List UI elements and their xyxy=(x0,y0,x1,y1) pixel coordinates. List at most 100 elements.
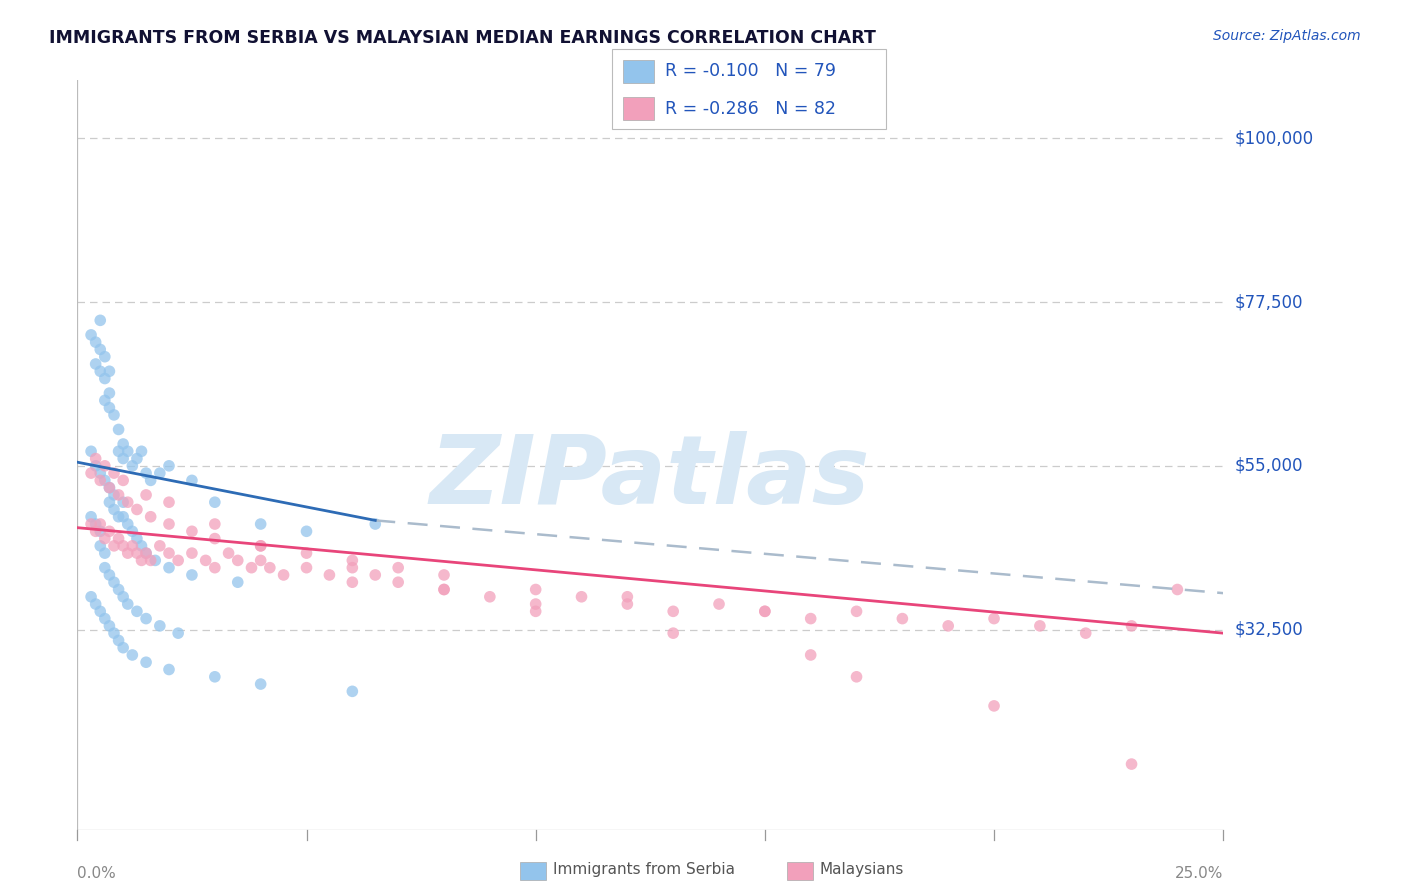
Point xyxy=(139,509,162,524)
Point xyxy=(240,560,263,574)
Point xyxy=(98,568,121,582)
Point xyxy=(157,560,180,574)
Point xyxy=(433,582,456,597)
Point xyxy=(121,539,143,553)
Text: Source: ZipAtlas.com: Source: ZipAtlas.com xyxy=(1213,29,1361,43)
Point xyxy=(662,604,685,618)
Point xyxy=(1166,582,1188,597)
Point xyxy=(1121,619,1143,633)
Point xyxy=(112,539,135,553)
Point xyxy=(94,560,117,574)
Point xyxy=(135,655,157,669)
Point xyxy=(157,546,180,560)
Point xyxy=(94,371,117,385)
Point xyxy=(89,343,111,357)
Point xyxy=(94,474,117,488)
Point xyxy=(121,524,143,539)
Point xyxy=(845,604,868,618)
Point xyxy=(94,546,117,560)
Point xyxy=(121,648,143,662)
Point xyxy=(125,604,148,618)
Text: 25.0%: 25.0% xyxy=(1175,866,1223,881)
Text: IMMIGRANTS FROM SERBIA VS MALAYSIAN MEDIAN EARNINGS CORRELATION CHART: IMMIGRANTS FROM SERBIA VS MALAYSIAN MEDI… xyxy=(49,29,876,46)
Point xyxy=(89,539,111,553)
Point xyxy=(295,524,318,539)
Point xyxy=(121,458,143,473)
Point xyxy=(754,604,776,618)
Point xyxy=(107,488,129,502)
Point xyxy=(89,516,111,531)
Point xyxy=(387,575,409,590)
Point xyxy=(157,458,180,473)
Point xyxy=(84,597,107,611)
Point xyxy=(218,546,240,560)
Point xyxy=(117,444,139,458)
Point xyxy=(295,546,318,560)
Point xyxy=(364,516,387,531)
Point xyxy=(194,553,217,567)
Point xyxy=(157,516,180,531)
Point xyxy=(131,539,153,553)
Point xyxy=(112,437,135,451)
Point xyxy=(98,495,121,509)
Point xyxy=(103,466,125,480)
Point xyxy=(318,568,340,582)
Point xyxy=(149,466,172,480)
Point xyxy=(80,590,103,604)
Point xyxy=(98,364,121,378)
Point xyxy=(135,546,157,560)
Point xyxy=(107,444,129,458)
Point xyxy=(342,684,364,698)
Point xyxy=(131,553,153,567)
Point xyxy=(204,560,226,574)
Text: Malaysians: Malaysians xyxy=(820,863,904,877)
Point xyxy=(80,466,103,480)
Point xyxy=(89,604,111,618)
Point xyxy=(135,466,157,480)
Point xyxy=(84,516,107,531)
Point xyxy=(249,516,271,531)
Point xyxy=(98,481,121,495)
Point xyxy=(387,560,409,574)
Point xyxy=(259,560,281,574)
Point xyxy=(89,364,111,378)
Point xyxy=(1121,757,1143,772)
Point xyxy=(295,560,318,574)
Text: Immigrants from Serbia: Immigrants from Serbia xyxy=(553,863,734,877)
Point xyxy=(342,553,364,567)
Point xyxy=(364,568,387,582)
Point xyxy=(112,451,135,466)
Point xyxy=(112,640,135,655)
Point xyxy=(112,509,135,524)
Text: $55,000: $55,000 xyxy=(1234,457,1303,475)
Point xyxy=(131,444,153,458)
Point xyxy=(204,516,226,531)
Text: 0.0%: 0.0% xyxy=(77,866,117,881)
Point xyxy=(249,539,271,553)
Point xyxy=(125,546,148,560)
Point xyxy=(800,611,823,625)
Point xyxy=(616,597,638,611)
Point xyxy=(143,553,166,567)
Point xyxy=(112,590,135,604)
Point xyxy=(983,698,1005,713)
Point xyxy=(98,524,121,539)
Point xyxy=(84,451,107,466)
Point xyxy=(107,509,129,524)
Point xyxy=(98,401,121,415)
Point xyxy=(662,626,685,640)
Point xyxy=(89,466,111,480)
Point xyxy=(149,619,172,633)
Point xyxy=(84,335,107,350)
Point xyxy=(80,509,103,524)
Point xyxy=(98,386,121,401)
Point xyxy=(1029,619,1052,633)
Point xyxy=(478,590,501,604)
Point xyxy=(103,626,125,640)
Point xyxy=(180,524,204,539)
Point xyxy=(80,327,103,342)
Point xyxy=(94,350,117,364)
Point xyxy=(800,648,823,662)
Point xyxy=(135,611,157,625)
Text: $77,500: $77,500 xyxy=(1234,293,1303,311)
